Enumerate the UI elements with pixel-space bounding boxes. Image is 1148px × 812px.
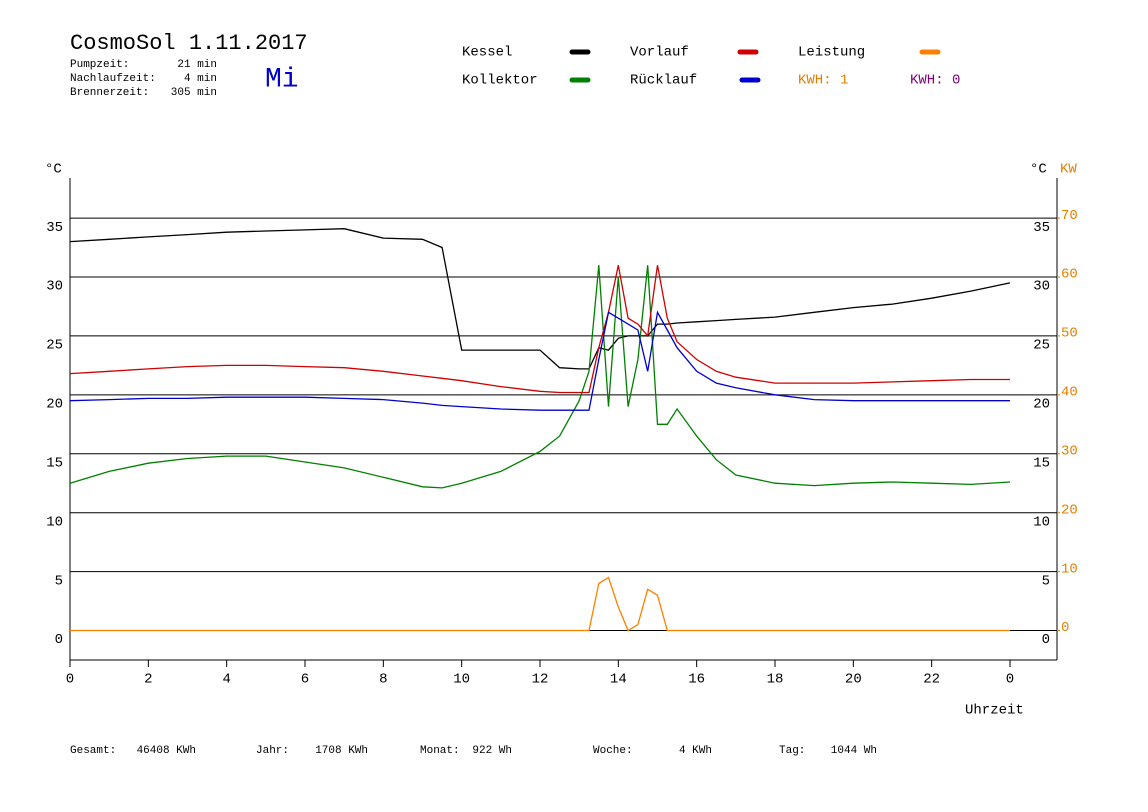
stat-value: 1708 KWh bbox=[315, 745, 368, 757]
y-tick-label: 20 bbox=[46, 397, 63, 413]
x-tick-label: 12 bbox=[532, 672, 549, 688]
y2-tick-label: 30 bbox=[1061, 443, 1078, 459]
y-tick-label: 5 bbox=[55, 573, 63, 589]
x-tick-label: 14 bbox=[610, 672, 627, 688]
stat-value: 4 KWh bbox=[679, 745, 712, 757]
info-label: Brennerzeit: bbox=[70, 87, 149, 99]
y-tick-label-right: 25 bbox=[1033, 338, 1050, 354]
legend-label: Rücklauf bbox=[630, 73, 697, 89]
info-value: 305 min bbox=[171, 87, 217, 99]
y2-unit-c: °C bbox=[1030, 162, 1047, 178]
stat-value: 922 Wh bbox=[472, 745, 512, 757]
y-tick-label: 30 bbox=[46, 279, 63, 295]
info-label: Nachlaufzeit: bbox=[70, 73, 156, 85]
x-tick-label: 4 bbox=[222, 672, 230, 688]
series-line bbox=[69, 228, 1011, 370]
y-tick-label: 10 bbox=[46, 514, 63, 530]
y-unit: °C bbox=[45, 162, 62, 178]
info-label: Pumpzeit: bbox=[70, 59, 129, 71]
chart-title: CosmoSol 1.11.2017 bbox=[70, 31, 308, 56]
legend-label: Vorlauf bbox=[630, 45, 689, 61]
y-tick-label-right: 15 bbox=[1033, 455, 1050, 471]
info-value: 4 min bbox=[184, 73, 217, 85]
weekday: Mi bbox=[265, 64, 299, 95]
stat-label: Jahr: bbox=[256, 745, 289, 757]
y2-unit: KW bbox=[1060, 162, 1077, 178]
y-tick-label-right: 0 bbox=[1042, 632, 1050, 648]
x-tick-label: 10 bbox=[453, 672, 470, 688]
y2-tick-label: 0 bbox=[1061, 620, 1069, 636]
stat-value: 46408 KWh bbox=[137, 745, 196, 757]
series-line bbox=[69, 265, 1011, 489]
x-tick-label: 22 bbox=[923, 672, 940, 688]
y-tick-label-right: 30 bbox=[1033, 279, 1050, 295]
stat-value: 1044 Wh bbox=[831, 745, 877, 757]
stat-label: Gesamt: bbox=[70, 745, 116, 757]
x-tick-label: 20 bbox=[845, 672, 862, 688]
y2-tick-label: 70 bbox=[1061, 208, 1078, 224]
x-tick-label: 2 bbox=[144, 672, 152, 688]
y-tick-label-right: 35 bbox=[1033, 220, 1050, 236]
y2-tick-label: 40 bbox=[1061, 385, 1078, 401]
y-tick-label-right: 10 bbox=[1033, 514, 1050, 530]
y2-tick-label: 50 bbox=[1061, 326, 1078, 342]
y-tick-label: 25 bbox=[46, 338, 63, 354]
stat-label: Monat: bbox=[420, 745, 460, 757]
x-tick-label: 0 bbox=[1006, 672, 1014, 688]
info-value: 21 min bbox=[177, 59, 217, 71]
y2-tick-label: 60 bbox=[1061, 267, 1078, 283]
legend-label: Leistung bbox=[798, 45, 865, 61]
y-tick-label: 35 bbox=[46, 220, 63, 236]
series-line bbox=[69, 310, 1010, 411]
x-tick-label: 8 bbox=[379, 672, 387, 688]
y-tick-label: 15 bbox=[46, 455, 63, 471]
x-tick-label: 0 bbox=[66, 672, 74, 688]
kwh-label: KWH: 0 bbox=[910, 73, 960, 89]
y2-tick-label: 10 bbox=[1061, 561, 1078, 577]
series-line bbox=[70, 576, 1010, 632]
stat-label: Tag: bbox=[779, 745, 805, 757]
series-line bbox=[69, 265, 1010, 394]
kwh-label: KWH: 1 bbox=[798, 73, 848, 89]
y2-tick-label: 20 bbox=[1061, 502, 1078, 518]
y-tick-label-right: 5 bbox=[1042, 573, 1050, 589]
y-tick-label-right: 20 bbox=[1033, 397, 1050, 413]
legend-label: Kessel bbox=[462, 45, 512, 61]
legend-label: Kollektor bbox=[462, 73, 538, 89]
x-label: Uhrzeit bbox=[965, 703, 1024, 719]
x-tick-label: 6 bbox=[301, 672, 309, 688]
x-tick-label: 16 bbox=[688, 672, 705, 688]
x-tick-label: 18 bbox=[767, 672, 784, 688]
stat-label: Woche: bbox=[593, 745, 633, 757]
y-tick-label: 0 bbox=[55, 632, 63, 648]
